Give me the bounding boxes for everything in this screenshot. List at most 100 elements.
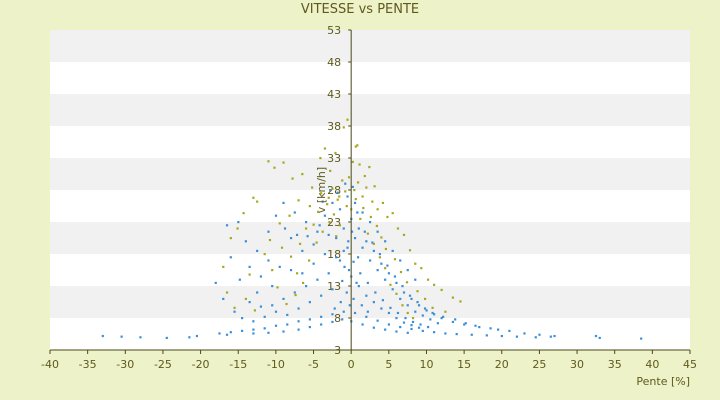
data-point	[267, 331, 270, 334]
x-tick-label: 0	[348, 358, 355, 371]
data-point	[256, 249, 259, 252]
data-point	[359, 217, 362, 220]
data-point	[293, 291, 296, 294]
data-point	[508, 329, 511, 332]
data-point	[411, 317, 415, 320]
data-point	[282, 297, 285, 300]
data-point	[308, 301, 311, 304]
data-point	[271, 269, 274, 272]
data-point	[357, 285, 360, 288]
data-point	[372, 242, 375, 245]
data-point	[355, 281, 358, 284]
grid-band	[50, 94, 690, 126]
data-point	[414, 310, 417, 313]
data-point	[368, 165, 371, 169]
x-tick-label: 20	[495, 358, 509, 371]
data-point	[515, 335, 519, 338]
data-point	[344, 182, 347, 185]
data-point	[289, 255, 293, 258]
x-tick-label: -25	[154, 358, 172, 371]
data-point	[345, 205, 348, 208]
data-point	[288, 214, 291, 217]
data-point	[402, 321, 406, 324]
grid-band	[50, 286, 690, 318]
data-point	[312, 262, 315, 265]
data-point	[312, 223, 315, 226]
data-point	[238, 278, 241, 281]
data-point	[301, 281, 305, 284]
data-point	[395, 330, 398, 333]
data-point	[423, 297, 427, 300]
series-2	[101, 182, 643, 340]
data-point	[252, 328, 255, 331]
data-point	[500, 334, 503, 338]
data-point	[454, 318, 457, 321]
data-point	[248, 265, 251, 268]
data-point	[342, 249, 345, 252]
data-point	[464, 322, 467, 325]
data-point	[444, 310, 447, 313]
data-point	[188, 336, 191, 339]
data-point	[408, 294, 412, 297]
data-point	[356, 181, 360, 184]
data-point	[399, 325, 402, 329]
y-tick-label: 38	[327, 120, 341, 133]
data-point	[282, 330, 285, 333]
data-point	[233, 306, 236, 309]
data-point	[391, 212, 394, 215]
data-point	[343, 265, 346, 268]
data-point	[298, 242, 302, 245]
data-point	[419, 323, 422, 326]
data-point	[436, 322, 439, 325]
data-point	[195, 334, 199, 338]
data-point	[336, 198, 339, 201]
y-tick-label: 23	[327, 216, 341, 229]
data-point	[365, 294, 368, 297]
data-point	[273, 166, 276, 169]
data-point	[406, 304, 409, 307]
data-point	[393, 258, 397, 261]
data-point	[369, 221, 372, 224]
data-point	[353, 201, 357, 204]
data-point	[380, 262, 383, 265]
data-point	[267, 230, 270, 233]
data-point	[297, 307, 300, 310]
data-point	[384, 278, 387, 281]
data-point	[294, 293, 297, 297]
data-point	[283, 227, 287, 230]
data-point	[396, 227, 400, 230]
data-point	[399, 270, 403, 274]
data-point	[393, 275, 397, 278]
grid-band	[50, 126, 690, 158]
data-point	[229, 256, 232, 259]
data-point	[376, 319, 379, 322]
data-point	[523, 332, 526, 335]
data-point	[389, 306, 392, 309]
data-point	[320, 294, 323, 297]
data-point	[308, 325, 311, 329]
data-point	[336, 191, 339, 194]
data-point	[485, 334, 488, 337]
x-tick-label: 45	[683, 358, 697, 371]
data-point	[295, 272, 299, 275]
data-point	[361, 246, 364, 249]
data-point	[347, 269, 351, 272]
data-point	[259, 305, 263, 308]
series-1	[222, 118, 462, 320]
data-point	[354, 197, 357, 201]
data-point	[297, 320, 300, 323]
data-point	[534, 336, 537, 339]
data-point	[380, 236, 383, 239]
data-point	[402, 291, 406, 294]
grid-band	[50, 318, 690, 350]
data-point	[386, 264, 389, 267]
data-point	[327, 196, 330, 199]
data-point	[395, 281, 398, 284]
data-point	[274, 214, 278, 217]
data-point	[594, 334, 598, 338]
data-point	[384, 247, 388, 251]
data-point	[341, 179, 344, 182]
data-point	[320, 315, 323, 318]
data-point	[341, 318, 344, 321]
data-point	[329, 189, 332, 192]
